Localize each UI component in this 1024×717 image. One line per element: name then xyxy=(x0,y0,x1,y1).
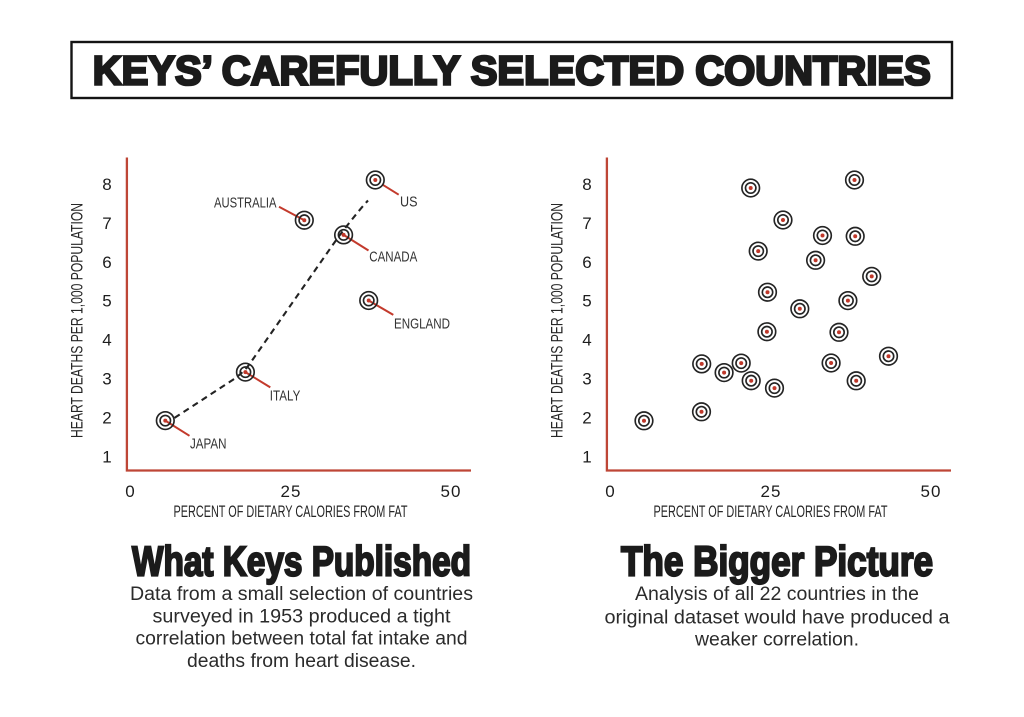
svg-text:4: 4 xyxy=(582,331,591,350)
svg-text:CANADA: CANADA xyxy=(369,250,417,266)
svg-text:7: 7 xyxy=(582,214,591,233)
svg-text:50: 50 xyxy=(921,482,942,501)
svg-text:0: 0 xyxy=(125,482,134,501)
svg-text:1: 1 xyxy=(102,448,111,467)
svg-text:8: 8 xyxy=(102,175,111,194)
svg-text:deaths from heart disease.: deaths from heart disease. xyxy=(187,651,416,672)
svg-text:HEART DEATHS PER 1,000 POPULAT: HEART DEATHS PER 1,000 POPULATION xyxy=(68,203,87,438)
svg-text:KEYS’ CAREFULLY SELECTED COUNT: KEYS’ CAREFULLY SELECTED COUNTRIES xyxy=(93,48,931,94)
svg-text:2: 2 xyxy=(582,409,591,428)
svg-text:50: 50 xyxy=(441,482,462,501)
svg-text:2: 2 xyxy=(102,409,111,428)
svg-text:HEART DEATHS PER 1,000 POPULAT: HEART DEATHS PER 1,000 POPULATION xyxy=(548,203,567,438)
svg-text:25: 25 xyxy=(281,482,302,501)
svg-text:5: 5 xyxy=(582,292,591,311)
svg-text:JAPAN: JAPAN xyxy=(190,437,227,453)
svg-text:The Bigger Picture: The Bigger Picture xyxy=(621,538,933,585)
svg-text:1: 1 xyxy=(582,448,591,467)
svg-text:ENGLAND: ENGLAND xyxy=(394,317,450,333)
svg-text:What Keys Published: What Keys Published xyxy=(132,538,471,585)
svg-text:6: 6 xyxy=(102,253,111,272)
svg-text:3: 3 xyxy=(102,370,111,389)
svg-text:25: 25 xyxy=(761,482,782,501)
svg-text:ITALY: ITALY xyxy=(270,388,301,404)
svg-text:PERCENT OF DIETARY CALORIES FR: PERCENT OF DIETARY CALORIES FROM FAT xyxy=(654,502,888,521)
svg-text:correlation between total fat: correlation between total fat intake and xyxy=(136,629,468,650)
svg-text:Analysis of all 22 countries i: Analysis of all 22 countries in the xyxy=(635,584,919,605)
svg-text:US: US xyxy=(400,195,418,211)
svg-text:original dataset would have pr: original dataset would have produced a xyxy=(605,608,950,629)
svg-text:4: 4 xyxy=(102,331,111,350)
svg-text:5: 5 xyxy=(102,292,111,311)
svg-text:weaker correlation.: weaker correlation. xyxy=(694,630,859,651)
svg-text:3: 3 xyxy=(582,370,591,389)
svg-text:AUSTRALIA: AUSTRALIA xyxy=(214,195,277,211)
svg-text:PERCENT OF DIETARY CALORIES FR: PERCENT OF DIETARY CALORIES FROM FAT xyxy=(174,502,408,521)
svg-text:7: 7 xyxy=(102,214,111,233)
svg-text:8: 8 xyxy=(582,175,591,194)
svg-text:surveyed in 1953 produced a ti: surveyed in 1953 produced a tight xyxy=(153,606,452,627)
svg-text:Data from a small selection of: Data from a small selection of countries xyxy=(130,584,473,605)
svg-text:0: 0 xyxy=(605,482,614,501)
svg-text:6: 6 xyxy=(582,253,591,272)
